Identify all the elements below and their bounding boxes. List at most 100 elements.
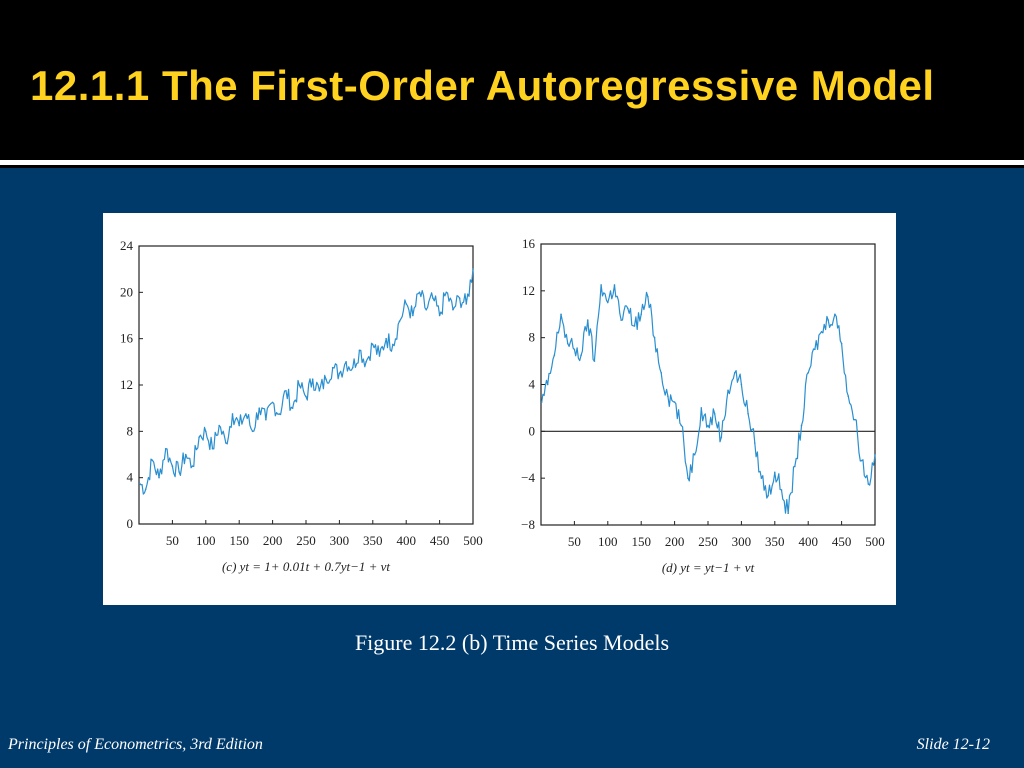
y-tick-label: −4 <box>521 470 535 485</box>
data-point <box>560 313 562 316</box>
data-point <box>285 389 287 392</box>
chart-d: 50 100 150 200 250 300 350 400 450 500 −8 −4 0 4 8 12 16… <box>521 236 885 575</box>
data-point <box>720 436 723 438</box>
data-point <box>251 430 254 433</box>
figure-svg: 50 100 150 200 250 300 350 400 450 50004812162024… <box>120 236 885 575</box>
data-point <box>398 320 401 323</box>
data-point <box>820 331 823 333</box>
data-point <box>338 372 341 375</box>
data-point <box>438 314 441 317</box>
data-point <box>633 325 636 327</box>
title-divider-shadow <box>0 165 1024 168</box>
plot-frame <box>138 245 474 525</box>
data-point <box>345 361 347 363</box>
data-point <box>700 407 703 409</box>
data-point <box>546 383 549 386</box>
data-point <box>258 407 261 409</box>
data-point <box>238 424 240 427</box>
data-point <box>178 471 180 473</box>
data-point <box>774 471 776 474</box>
x-tick-label: 50 <box>568 534 581 549</box>
x-tick-label: 300 <box>330 533 350 548</box>
data-point <box>205 430 207 433</box>
data-point <box>874 453 876 456</box>
data-point <box>378 355 381 357</box>
chart-c: 50 100 150 200 250 300 350 400 450 500 0 4 8 12 16 20 24… <box>120 238 483 574</box>
data-point <box>814 348 816 351</box>
data-point <box>653 336 656 339</box>
data-point <box>144 488 147 491</box>
data-point <box>365 361 367 363</box>
y-tick-label: 12 <box>120 377 133 392</box>
y-tick-label: 0 <box>529 423 536 438</box>
data-point <box>760 477 763 479</box>
x-tick-label: 400 <box>396 533 416 548</box>
title-bar <box>0 0 1024 160</box>
data-point <box>351 366 354 369</box>
data-point <box>291 407 294 409</box>
footer-slide-number: Slide 12-12 <box>916 736 990 753</box>
y-tick-label: 24 <box>120 238 134 253</box>
data-point <box>325 378 327 381</box>
y-tick-label: 16 <box>522 236 536 251</box>
x-tick-label: 450 <box>430 533 450 548</box>
data-point <box>151 459 154 462</box>
x-tick-label: 350 <box>765 534 785 549</box>
data-point <box>278 413 281 415</box>
data-point <box>627 307 629 310</box>
data-point <box>586 319 589 321</box>
data-point <box>867 483 870 485</box>
data-point <box>854 418 856 421</box>
data-point <box>412 314 414 317</box>
data-point <box>425 308 428 311</box>
data-point <box>620 319 622 321</box>
data-point <box>191 465 194 467</box>
x-tick-label: 350 <box>363 533 383 548</box>
data-point <box>311 378 314 381</box>
data-point <box>392 343 394 346</box>
x-tick-label: 150 <box>229 533 249 548</box>
data-point <box>747 412 749 415</box>
x-tick-label: 250 <box>698 534 718 549</box>
data-point <box>740 383 743 386</box>
data-point <box>372 343 374 346</box>
data-point <box>184 453 187 456</box>
data-point <box>780 489 783 491</box>
y-tick-label: 0 <box>127 516 134 531</box>
data-point <box>593 360 596 362</box>
data-point <box>680 424 683 427</box>
data-point <box>767 494 769 497</box>
x-tick-label: 200 <box>263 533 283 548</box>
data-point <box>713 412 716 415</box>
y-tick-label: 8 <box>529 330 536 345</box>
y-tick-label: 12 <box>522 283 535 298</box>
x-tick-label: 50 <box>166 533 179 548</box>
data-point <box>794 465 796 468</box>
y-tick-label: 4 <box>529 377 536 392</box>
data-point <box>271 401 274 404</box>
data-point <box>553 354 556 357</box>
x-tick-label: 400 <box>798 534 818 549</box>
y-tick-label: 4 <box>127 470 134 485</box>
x-tick-label: 250 <box>296 533 316 548</box>
panel-caption: (d) yt = yt−1 + vt <box>662 560 755 575</box>
data-point <box>860 459 863 462</box>
data-point <box>573 348 576 351</box>
data-point <box>707 424 709 427</box>
data-point <box>647 295 649 298</box>
data-point <box>171 465 174 467</box>
data-point <box>432 297 434 299</box>
data-point <box>225 442 227 444</box>
data-point <box>245 413 247 415</box>
data-point <box>418 291 421 294</box>
data-point <box>840 342 843 345</box>
y-tick-label: 16 <box>120 331 134 346</box>
x-tick-label: 300 <box>732 534 752 549</box>
data-point <box>607 301 609 304</box>
data-point <box>318 389 321 392</box>
figure-panel: 50 100 150 200 250 300 350 400 450 500 0 4 8 12 16 20 24… <box>103 213 896 605</box>
data-point <box>800 424 803 427</box>
data-point <box>458 297 461 299</box>
y-tick-label: 20 <box>120 284 133 299</box>
data-point <box>827 319 830 321</box>
